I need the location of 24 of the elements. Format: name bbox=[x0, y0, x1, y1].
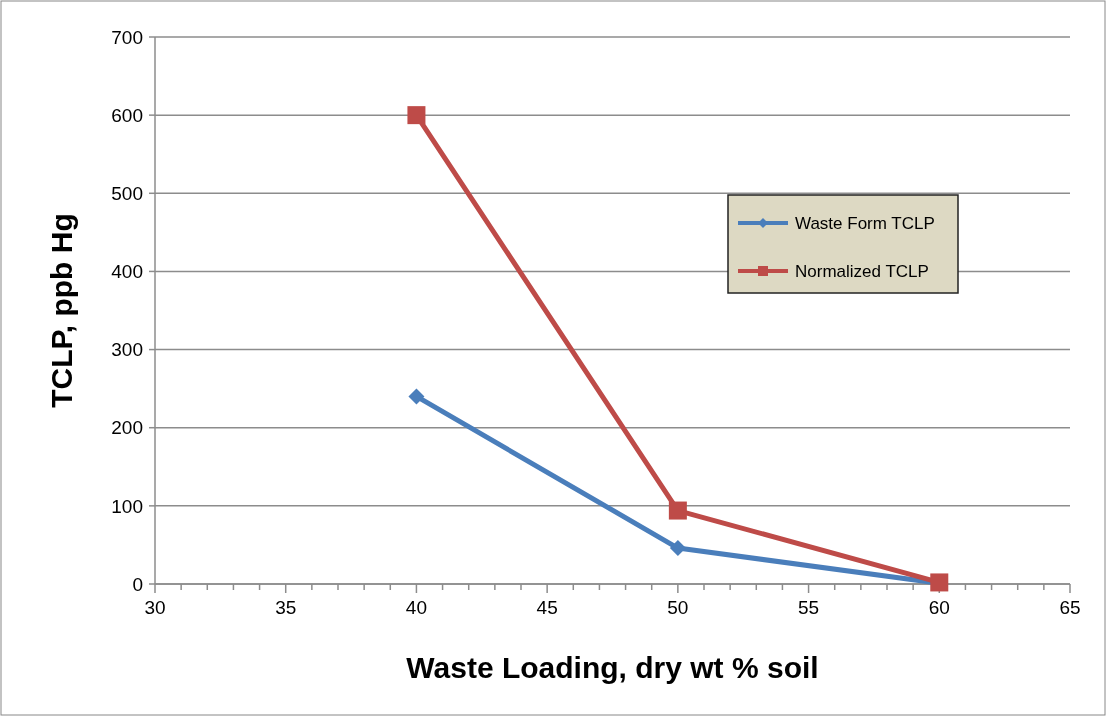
y-tick-label: 600 bbox=[111, 104, 143, 126]
point bbox=[407, 106, 426, 125]
y-tick-label: 100 bbox=[111, 495, 143, 517]
x-tick-label: 60 bbox=[928, 597, 950, 618]
x-tick-label: 30 bbox=[144, 597, 166, 618]
y-tick-label: 700 bbox=[111, 26, 143, 48]
y-tick-label: 300 bbox=[111, 339, 143, 361]
point bbox=[668, 501, 687, 520]
y-tick-label: 200 bbox=[111, 417, 143, 439]
legend-label: Waste Form TCLP bbox=[795, 213, 935, 233]
x-tick-label: 35 bbox=[275, 597, 297, 618]
y-axis-title: TCLP, ppb Hg bbox=[45, 213, 78, 408]
x-axis-title: Waste Loading, dry wt % soil bbox=[406, 651, 819, 684]
y-tick-label: 400 bbox=[111, 261, 143, 283]
x-tick-label: 50 bbox=[667, 597, 689, 618]
y-tick-label: 500 bbox=[111, 182, 143, 204]
x-tick-label: 45 bbox=[536, 597, 558, 618]
x-tick-label: 55 bbox=[798, 597, 820, 618]
y-tick-label: 0 bbox=[132, 573, 143, 595]
x-tick-label: 40 bbox=[405, 597, 427, 618]
point bbox=[408, 388, 425, 405]
x-tick-label: 65 bbox=[1059, 597, 1081, 618]
point bbox=[669, 540, 686, 557]
legend-label: Normalized TCLP bbox=[795, 261, 929, 281]
